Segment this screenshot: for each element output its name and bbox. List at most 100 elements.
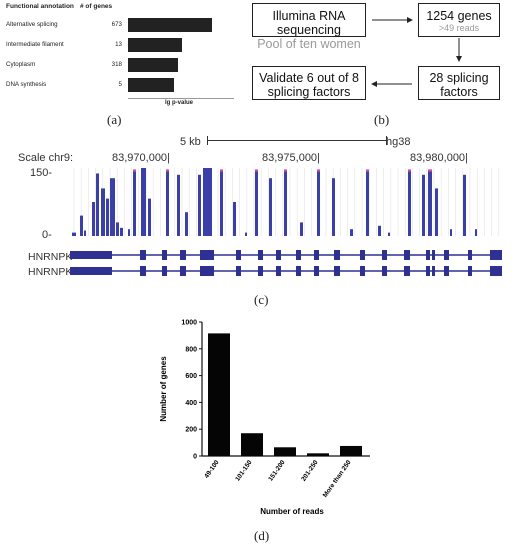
- annotation-label: DNA synthesis: [6, 81, 47, 88]
- exon-block: [360, 266, 365, 276]
- exon-block: [162, 266, 167, 276]
- reads-histogram: 0 200 400 600 800 1000 49-100 101-150 151-200 201…: [159, 320, 370, 516]
- x-axis-label: Number of reads: [260, 507, 324, 516]
- exon-block: [360, 250, 365, 260]
- histogram-bar: [307, 453, 329, 456]
- annotation-label: Cytoplasm: [6, 61, 36, 68]
- splicing-factors-line2: factors: [440, 85, 478, 99]
- coverage-bar: [332, 178, 335, 236]
- coverage-bar: [366, 171, 369, 236]
- coverage-bar: [96, 173, 99, 236]
- annotation-label: Intermediate filament: [6, 41, 64, 48]
- exon-block: [180, 266, 186, 276]
- validate-line2: splicing factors: [267, 85, 351, 99]
- coverage-bar: [435, 188, 438, 236]
- annotation-bar: [128, 58, 178, 72]
- exon-block: [490, 266, 502, 276]
- validate-line1: Validate 6 out of 8: [259, 71, 359, 85]
- coverage-bar: [133, 171, 136, 236]
- gene-count: 13: [115, 41, 122, 48]
- gene-track-label-1: HNRNPK: [28, 251, 73, 263]
- x-tick-label: 151-200: [267, 459, 287, 483]
- exon-block: [258, 266, 263, 276]
- exon-block: [200, 250, 214, 260]
- histogram-bar: [274, 447, 296, 456]
- coverage-y-top: 150-: [30, 167, 53, 179]
- coverage-bar: [128, 229, 130, 236]
- assembly-label: hg38: [386, 136, 411, 148]
- y-tick-label: 200: [185, 427, 197, 434]
- exon-block: [404, 266, 410, 276]
- coverage-track: [72, 168, 500, 236]
- coverage-bar: [388, 232, 390, 236]
- exon-block: [162, 250, 167, 260]
- y-axis-label: Number of genes: [159, 356, 168, 422]
- sequencing-subtitle: Pool of ten women: [257, 37, 361, 51]
- sequencing-title: Illumina RNA sequencing: [272, 9, 346, 37]
- sequencing-box: Illumina RNA sequencing Pool of ten wome…: [252, 3, 366, 51]
- panel-letter-c: (c): [254, 292, 269, 307]
- gene-model-track: [70, 250, 502, 276]
- exon-block: [236, 266, 241, 276]
- coverage-bar: [220, 171, 223, 236]
- position-2: 83,975,000|: [262, 152, 320, 164]
- coverage-bar: [317, 171, 320, 236]
- y-tick-label: 600: [185, 373, 197, 380]
- coverage-clip-mark: [166, 169, 169, 172]
- exon-block: [180, 250, 186, 260]
- exon-block: [296, 266, 301, 276]
- coverage-bar: [450, 229, 452, 236]
- y-tick-label: 400: [185, 400, 197, 407]
- panel-letter-d: (d): [254, 528, 270, 543]
- coverage-bar: [428, 171, 432, 236]
- histogram-bar: [208, 333, 230, 456]
- panel-letter-b: (b): [374, 112, 390, 127]
- coverage-bar: [300, 222, 303, 236]
- scale-length: 5 kb: [180, 136, 201, 148]
- coverage-bar: [203, 168, 212, 236]
- coverage-bar: [106, 198, 109, 236]
- coverage-clip-mark: [428, 169, 432, 172]
- histogram-bar: [340, 445, 362, 456]
- position-3: 83,980,000|: [410, 152, 468, 164]
- coverage-bar: [84, 230, 86, 236]
- annotation-bar: [128, 78, 174, 92]
- coverage-clip-mark: [317, 169, 320, 172]
- coverage-bar: [110, 178, 115, 236]
- annotation-bar-chart: Alternative splicing 673 Intermediate fila…: [0, 14, 240, 104]
- x-tick-label: 49-100: [203, 459, 221, 480]
- exon-block: [334, 266, 340, 276]
- coverage-bar: [255, 171, 258, 236]
- x-tick-label: More than 250: [322, 459, 353, 499]
- genes-count: 1254 genes: [426, 9, 492, 23]
- coverage-bar: [101, 188, 105, 236]
- coverage-bar: [120, 227, 123, 236]
- exon-block: [140, 266, 146, 276]
- gene-count: 318: [111, 61, 122, 68]
- exon-block: [276, 250, 281, 260]
- histogram-bar: [241, 433, 263, 456]
- genes-reads: >49 reads: [438, 23, 480, 33]
- exon-block: [296, 250, 301, 260]
- coverage-clip-mark: [366, 169, 369, 172]
- y-tick-label: 1000: [181, 320, 197, 327]
- coverage-clip-mark: [255, 169, 258, 172]
- coverage-bar: [408, 171, 411, 236]
- exon-block: [276, 266, 281, 276]
- coverage-bar: [245, 232, 247, 236]
- coverage-clip-mark: [284, 169, 287, 172]
- exon-block: [70, 267, 112, 275]
- exon-block: [258, 250, 263, 260]
- coverage-bar: [72, 232, 76, 236]
- coverage-bar: [284, 171, 287, 236]
- exon-block: [314, 266, 319, 276]
- panel-letter-a: (a): [107, 112, 122, 127]
- coverage-bar: [198, 174, 201, 236]
- coverage-bar: [177, 174, 180, 236]
- coverage-bar: [185, 212, 188, 236]
- exon-block: [426, 266, 430, 276]
- exon-block: [426, 250, 430, 260]
- annotation-header: Functional annotation: [6, 3, 74, 10]
- coverage-bar: [269, 178, 272, 236]
- exon-block: [444, 250, 449, 260]
